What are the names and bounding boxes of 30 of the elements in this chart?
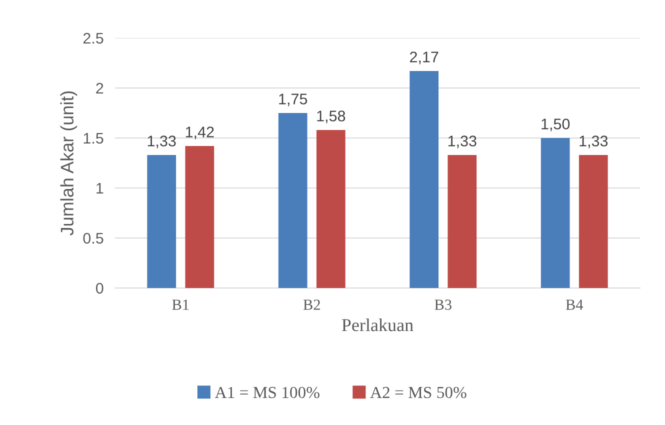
bar: [278, 113, 308, 288]
x-axis-title: Perlakuan: [342, 318, 414, 332]
data-label: 1,50: [542, 118, 570, 132]
bar: [147, 155, 176, 288]
y-tick-label: 0.5: [83, 232, 104, 244]
data-label: 1,75: [279, 94, 308, 106]
x-tick-label: B2: [303, 300, 320, 310]
data-label: 1,33: [448, 136, 476, 148]
x-tick-label: B1: [172, 300, 189, 310]
y-tick-label: 0: [96, 282, 104, 294]
legend-label: A1 = MS 100%: [214, 386, 320, 398]
y-tick-label: 2.5: [83, 32, 104, 44]
bar: [578, 155, 608, 288]
bar: [316, 130, 346, 288]
x-tick-label: B3: [434, 300, 452, 310]
data-label: 1,42: [186, 126, 214, 140]
x-tick-label: B4: [566, 300, 584, 310]
data-label: 2,17: [410, 52, 438, 64]
bar: [410, 71, 439, 288]
legend-label: A2 = MS 50%: [370, 386, 466, 398]
y-axis-title: Jumlah Akar (unit): [60, 91, 78, 236]
y-tick-label: 1.5: [84, 133, 104, 144]
data-label: 1,33: [148, 136, 176, 148]
bar: [448, 155, 477, 288]
y-tick-label: 2: [96, 82, 104, 94]
bar: [185, 146, 214, 288]
bar: [540, 138, 570, 288]
y-tick-label: 1: [96, 183, 104, 194]
data-label: 1,58: [317, 110, 346, 124]
data-label: 1,33: [580, 136, 608, 148]
